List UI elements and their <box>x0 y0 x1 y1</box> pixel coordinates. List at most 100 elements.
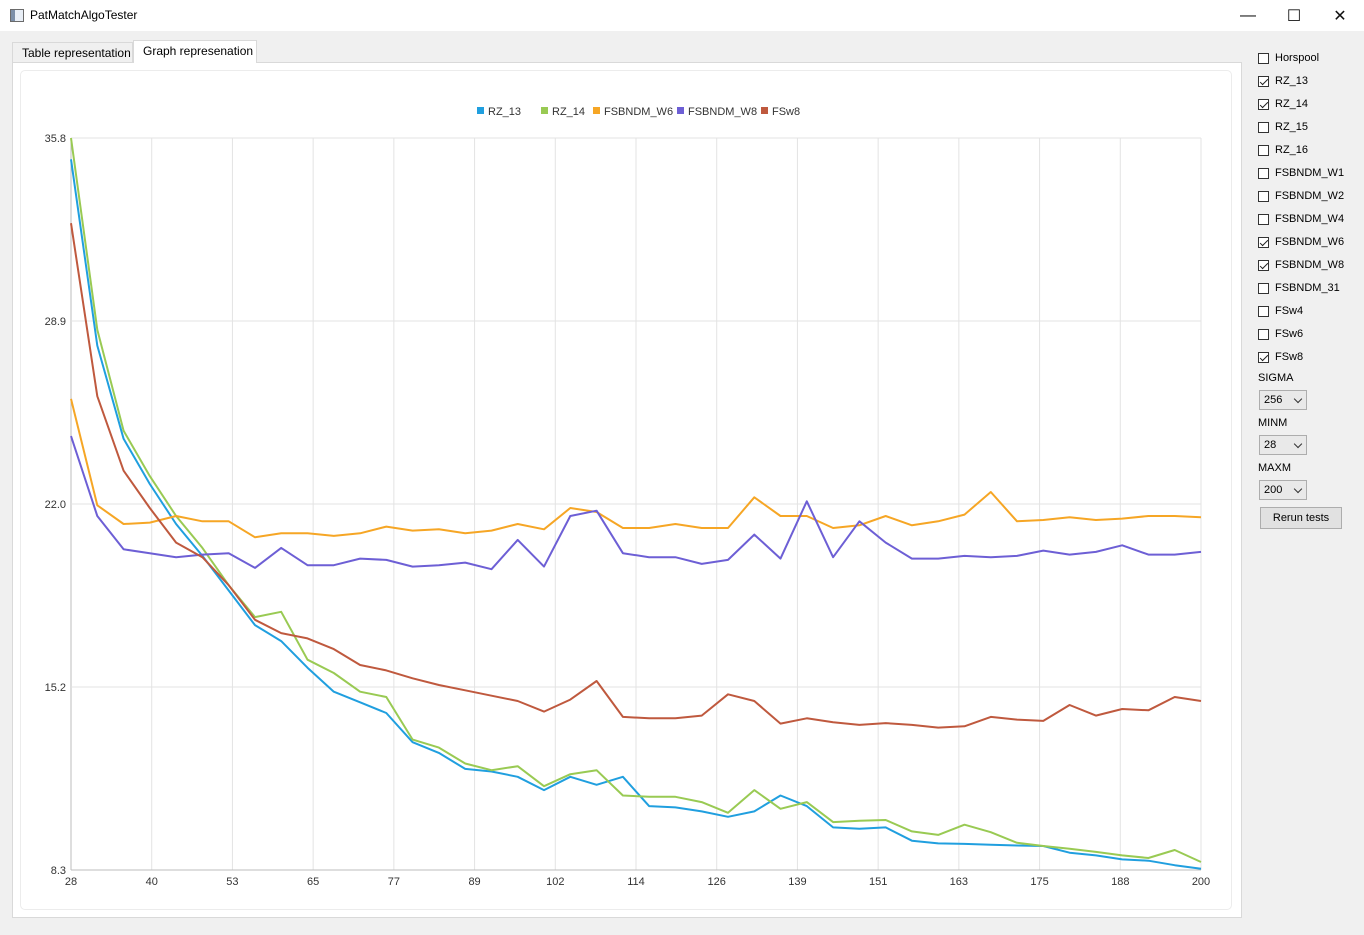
checkbox-box[interactable] <box>1258 328 1269 340</box>
checkbox-box[interactable] <box>1258 282 1269 294</box>
tab-table-representation[interactable]: Table representation <box>12 42 133 62</box>
rerun-tests-button[interactable]: Rerun tests <box>1260 507 1342 529</box>
x-tick-label: 89 <box>468 876 480 888</box>
x-tick-label: 163 <box>950 876 968 888</box>
legend-marker <box>477 107 484 114</box>
checkbox-fsw4[interactable]: FSw4 <box>1258 302 1303 320</box>
x-tick-label: 53 <box>226 876 238 888</box>
x-tick-label: 65 <box>307 876 319 888</box>
legend-label: FSw8 <box>772 106 800 118</box>
checkbox-rz-13[interactable]: RZ_13 <box>1258 72 1308 90</box>
chart-series <box>70 137 1202 870</box>
legend-label: RZ_14 <box>552 106 585 118</box>
minm-value: 28 <box>1264 439 1277 451</box>
checkbox-box[interactable] <box>1258 144 1269 156</box>
x-tick-label: 102 <box>546 876 564 888</box>
chevron-down-icon <box>1293 394 1303 404</box>
checkbox-label: FSBNDM_W1 <box>1275 167 1345 179</box>
legend-marker <box>593 107 600 114</box>
x-tick-label: 175 <box>1030 876 1048 888</box>
checkbox-box[interactable] <box>1258 167 1269 179</box>
checkbox-label: RZ_16 <box>1275 144 1309 156</box>
chart-area <box>21 71 1231 909</box>
x-tick-label: 200 <box>1192 876 1210 888</box>
checkbox-label: FSBNDM_W4 <box>1275 213 1345 225</box>
checkbox-label: FSw8 <box>1275 351 1304 363</box>
y-tick-label: 22.0 <box>45 499 66 511</box>
chevron-down-icon <box>1293 439 1303 449</box>
checkbox-label: FSBNDM_31 <box>1275 282 1340 294</box>
legend-label: RZ_13 <box>488 106 521 118</box>
checkbox-fsbndm-w2[interactable]: FSBNDM_W2 <box>1258 187 1344 205</box>
close-icon[interactable]: ✕ <box>1333 7 1347 25</box>
series-line-rz-13 <box>70 159 1202 870</box>
checkbox-label: RZ_13 <box>1275 75 1309 87</box>
checkbox-box[interactable] <box>1258 121 1269 133</box>
sigma-select[interactable]: 256 <box>1259 390 1307 410</box>
title-bar: PatMatchAlgoTester — ☐ ✕ <box>0 0 1364 31</box>
maxm-select[interactable]: 200 <box>1259 480 1307 500</box>
minimize-icon[interactable]: — <box>1240 6 1256 24</box>
checkbox-fsbndm-w4[interactable]: FSBNDM_W4 <box>1258 210 1344 228</box>
checkbox-rz-16[interactable]: RZ_16 <box>1258 141 1308 159</box>
checkbox-box[interactable] <box>1258 190 1269 202</box>
maximize-icon[interactable]: ☐ <box>1286 7 1302 25</box>
legend-marker <box>761 107 768 114</box>
checkbox-label: RZ_15 <box>1275 121 1309 133</box>
checkbox-fsw8[interactable]: FSw8 <box>1258 348 1303 366</box>
checkbox-box[interactable] <box>1258 305 1269 317</box>
checkbox-label: FSBNDM_W2 <box>1275 190 1345 202</box>
y-tick-label: 35.8 <box>45 133 66 145</box>
x-tick-label: 151 <box>869 876 887 888</box>
checkbox-label: FSw6 <box>1275 328 1304 340</box>
maxm-label: MAXM <box>1258 462 1291 474</box>
checkbox-fsbndm-w6[interactable]: FSBNDM_W6 <box>1258 233 1344 251</box>
checkbox-label: RZ_14 <box>1275 98 1309 110</box>
chart-legend: RZ_13 RZ_14 FSBNDM_W6 FSBNDM_W8 FSw8 <box>477 106 800 118</box>
checkbox-label: FSw4 <box>1275 305 1304 317</box>
checkbox-box[interactable] <box>1258 213 1269 225</box>
chart-ticks: 28 40 53 65 77 89 102 114 126 139 151 163 175 188 200 3… <box>45 133 1211 888</box>
checkbox-rz-15[interactable]: RZ_15 <box>1258 118 1308 136</box>
checkbox-label: FSBNDM_W8 <box>1275 259 1345 271</box>
checkbox-box[interactable] <box>1258 351 1269 363</box>
app-window-icon <box>10 9 24 22</box>
sigma-label: SIGMA <box>1258 372 1294 384</box>
series-line-fsbndm-w6 <box>70 398 1202 539</box>
series-line-rz-14 <box>70 137 1202 863</box>
minm-select[interactable]: 28 <box>1259 435 1307 455</box>
x-tick-label: 40 <box>146 876 158 888</box>
y-tick-label: 8.3 <box>51 865 66 877</box>
minm-label: MINM <box>1258 417 1288 429</box>
checkbox-fsbndm-31[interactable]: FSBNDM_31 <box>1258 279 1340 297</box>
checkbox-label: FSBNDM_W6 <box>1275 236 1345 248</box>
checkbox-box[interactable] <box>1258 52 1269 64</box>
x-tick-label: 126 <box>708 876 726 888</box>
x-tick-label: 114 <box>627 876 645 888</box>
checkbox-box[interactable] <box>1258 98 1269 110</box>
checkbox-horspool[interactable]: Horspool <box>1258 49 1319 67</box>
checkbox-label: Horspool <box>1275 52 1320 64</box>
y-tick-label: 15.2 <box>45 682 66 694</box>
maxm-value: 200 <box>1264 484 1283 496</box>
tab-graph-representation[interactable]: Graph represenation <box>133 40 257 63</box>
x-tick-label: 188 <box>1111 876 1129 888</box>
checkbox-fsw6[interactable]: FSw6 <box>1258 325 1303 343</box>
sigma-value: 256 <box>1264 394 1283 406</box>
chevron-down-icon <box>1293 484 1303 494</box>
series-line-fsbndm-w8 <box>70 435 1202 571</box>
checkbox-box[interactable] <box>1258 259 1269 271</box>
legend-label: FSBNDM_W6 <box>604 106 673 118</box>
window-title: PatMatchAlgoTester <box>30 8 138 22</box>
legend-label: FSBNDM_W8 <box>688 106 757 118</box>
checkbox-box[interactable] <box>1258 75 1269 87</box>
checkbox-fsbndm-w1[interactable]: FSBNDM_W1 <box>1258 164 1344 182</box>
x-tick-label: 139 <box>788 876 806 888</box>
checkbox-box[interactable] <box>1258 236 1269 248</box>
x-tick-label: 77 <box>388 876 400 888</box>
checkbox-rz-14[interactable]: RZ_14 <box>1258 95 1308 113</box>
legend-marker <box>677 107 684 114</box>
checkbox-fsbndm-w8[interactable]: FSBNDM_W8 <box>1258 256 1344 274</box>
series-line-fsw8 <box>70 223 1202 729</box>
y-tick-label: 28.9 <box>45 316 66 328</box>
